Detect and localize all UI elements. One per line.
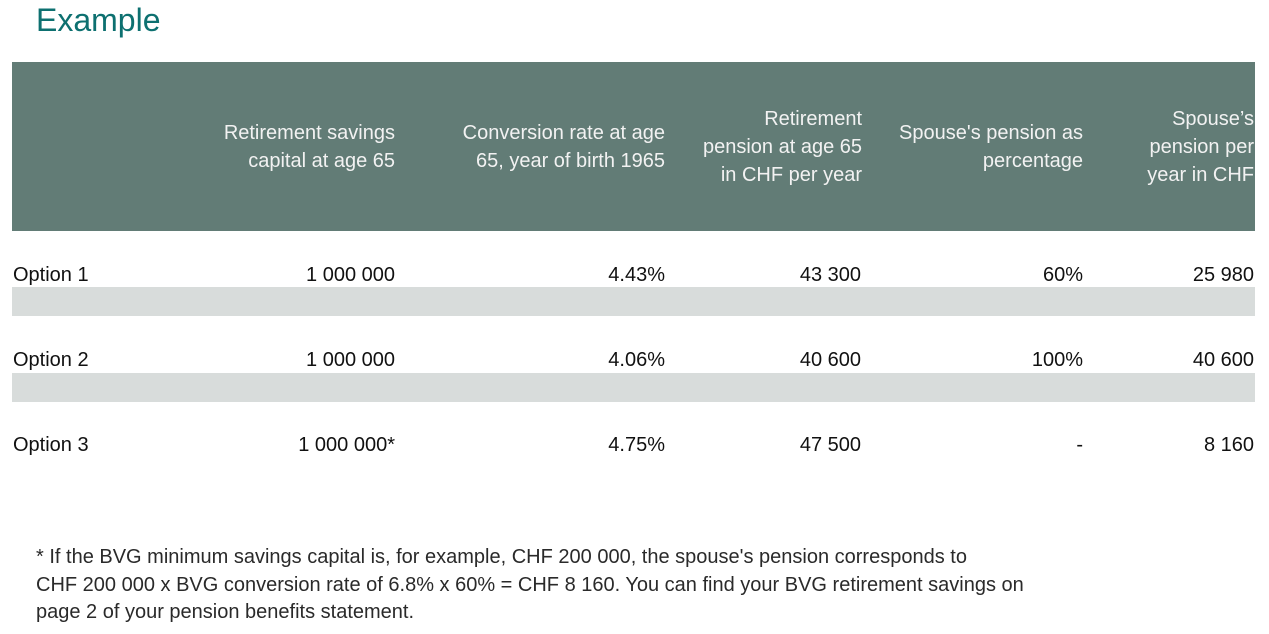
table-row: Option 1 1 000 000 4.43% 43 300 60% 25 9… bbox=[12, 261, 1255, 289]
row-label: Option 1 bbox=[13, 264, 89, 286]
row-separator bbox=[12, 373, 1255, 402]
header-retirement-pension: Retirement pension at age 65 in CHF per … bbox=[702, 107, 862, 186]
cell-pension: 47 500 bbox=[799, 434, 861, 456]
table-row: Option 3 1 000 000* 4.75% 47 500 - 8 160 bbox=[12, 431, 1255, 459]
cell-capital: 1 000 000 bbox=[306, 264, 395, 286]
cell-spouse-pension: 25 980 bbox=[1192, 264, 1254, 286]
cell-rate: 4.75% bbox=[608, 434, 665, 456]
cell-spouse-pension: 8 160 bbox=[1203, 434, 1254, 456]
cell-capital: 1 000 000* bbox=[298, 434, 395, 456]
header-savings-capital: Retirement savings capital at age 65 bbox=[223, 121, 395, 172]
row-label: Option 3 bbox=[13, 434, 89, 456]
header-spouse-pension: Spouse’s pension per year in CHF bbox=[1147, 107, 1254, 186]
row-label: Option 2 bbox=[13, 349, 89, 371]
table-header: Retirement savings capital at age 65 Con… bbox=[12, 62, 1255, 231]
cell-spouse-pct: 100% bbox=[1031, 349, 1083, 371]
page-title: Example bbox=[36, 2, 161, 38]
cell-spouse-pension: 40 600 bbox=[1192, 349, 1254, 371]
cell-spouse-pct: - bbox=[1076, 434, 1083, 456]
cell-rate: 4.06% bbox=[608, 349, 665, 371]
table-row: Option 2 1 000 000 4.06% 40 600 100% 40 … bbox=[12, 346, 1255, 374]
row-separator bbox=[12, 287, 1255, 316]
cell-rate: 4.43% bbox=[608, 264, 665, 286]
header-conversion-rate: Conversion rate at age 65, year of birth… bbox=[462, 121, 665, 172]
footnote: * If the BVG minimum savings capital is,… bbox=[36, 546, 1024, 623]
cell-pension: 40 600 bbox=[799, 349, 861, 371]
header-spouse-percentage: Spouse's pension as percentage bbox=[899, 121, 1083, 172]
cell-spouse-pct: 60% bbox=[1042, 264, 1083, 286]
cell-capital: 1 000 000 bbox=[306, 349, 395, 371]
cell-pension: 43 300 bbox=[799, 264, 861, 286]
